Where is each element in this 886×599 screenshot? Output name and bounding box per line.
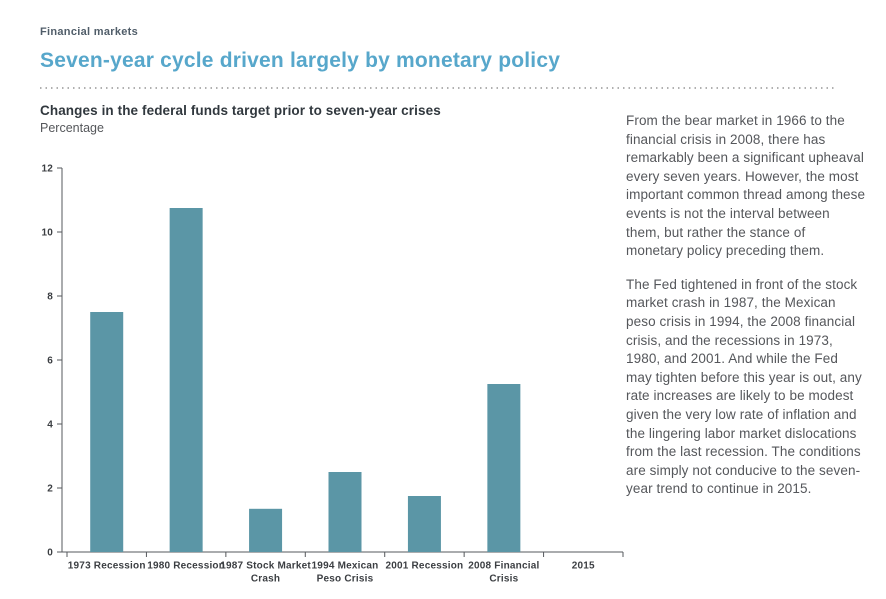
y-tick-label: 2 <box>47 484 53 495</box>
dotted-divider <box>40 87 837 89</box>
commentary-paragraph-1: From the bear market in 1966 to the fina… <box>626 113 866 259</box>
page-title: Seven-year cycle driven largely by monet… <box>40 49 561 72</box>
chart-title: Changes in the federal funds target prio… <box>40 103 441 118</box>
bar-2008-financial-crisis <box>487 384 521 552</box>
x-category-label: 1980 Recession <box>147 561 225 572</box>
x-category-label: 2015 <box>572 561 595 572</box>
y-tick-label: 4 <box>47 420 53 431</box>
x-category-label: 2001 Recession <box>385 561 463 572</box>
bar-chart-svg: 0 2 4 6 8 10 12 1973 Recession 1980 Recession198… <box>41 164 624 585</box>
bar-2001-recession <box>407 496 441 552</box>
y-tick-label: 8 <box>47 292 53 303</box>
x-category-label: 1994 Mexican Peso Crisis <box>312 561 379 585</box>
bar-1980-recession <box>169 208 203 552</box>
y-tick-label: 12 <box>41 164 53 175</box>
x-category-label: 1973 Recession <box>68 561 146 572</box>
commentary-paragraph-2: The Fed tightened in front of the stock … <box>626 276 862 497</box>
y-tick-label: 0 <box>47 548 53 559</box>
bar-1987-stock-market-crash <box>249 508 283 552</box>
commentary: From the bear market in 1966 to the fina… <box>626 112 866 514</box>
section-label: Financial markets <box>40 26 139 38</box>
x-category-label: 2008 Financial Crisis <box>468 561 539 585</box>
chart-unit-label: Percentage <box>40 121 104 135</box>
x-category-label: 1987 Stock Market Crash <box>220 561 311 585</box>
bar-1973-recession <box>90 312 124 552</box>
y-tick-label: 6 <box>47 356 53 367</box>
y-tick-label: 10 <box>41 228 53 239</box>
bar-1994-mexican-peso-crisis <box>328 472 362 552</box>
